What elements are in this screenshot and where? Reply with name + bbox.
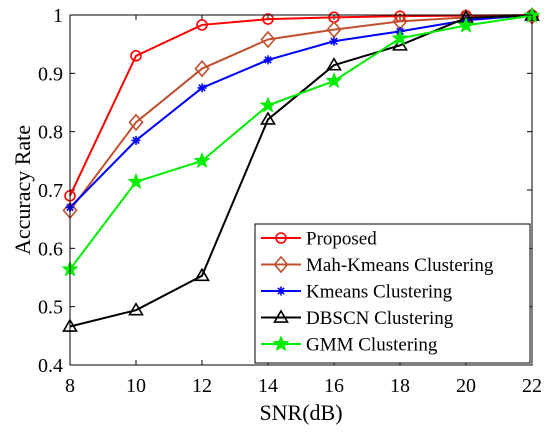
data-point-kmeans-clustering-10 <box>131 135 141 145</box>
legend-entry-dbscn-clustering: DBSCN Clustering <box>261 308 454 329</box>
legend-label-dbscn-clustering: DBSCN Clustering <box>306 308 454 329</box>
y-axis-label: Accuracy Rate <box>10 125 35 255</box>
axes: 8 10 12 14 16 18 20 22 0.4 0.5 0.6 0.7 0.8 0.9 1 <box>38 5 542 397</box>
x-tick-label-16: 16 <box>324 375 344 397</box>
data-point-kmeans-clustering-12 <box>197 83 207 93</box>
legend-entry-gmm-clustering: GMM Clustering <box>261 335 438 356</box>
legend-marker-mah-kmeans-clustering <box>273 255 289 274</box>
plot-frame <box>69 14 533 366</box>
y-tick-label-0.7: 0.7 <box>38 180 63 202</box>
legend: Proposed Mah-Kmeans Clustering Kmeans Clus… <box>254 223 531 364</box>
legend-marker-dbscn-clustering <box>273 309 289 323</box>
series-line-proposed <box>69 14 533 197</box>
legend-label-proposed: Proposed <box>306 229 377 250</box>
x-tick-label-22: 22 <box>522 375 542 397</box>
y-tick-label-0.9: 0.9 <box>38 63 63 85</box>
legend-entry-mah-kmeans-clustering: Mah-Kmeans Clustering <box>261 255 494 276</box>
data-point-gmm-clustering-16 <box>325 72 343 89</box>
y-tick-label-1: 1 <box>53 5 63 27</box>
y-tick-label-0.8: 0.8 <box>38 122 63 144</box>
data-point-gmm-clustering-18 <box>391 29 409 46</box>
x-axis-label: SNR(dB) <box>259 400 342 425</box>
data-point-gmm-clustering-20 <box>457 16 475 33</box>
x-tick-label-20: 20 <box>456 375 476 397</box>
data-point-kmeans-clustering-14 <box>263 55 273 65</box>
legend-label-gmm-clustering: GMM Clustering <box>306 335 438 356</box>
series-line-mah-kmeans-clustering <box>69 15 533 212</box>
legend-entry-kmeans-clustering: Kmeans Clustering <box>261 282 453 303</box>
x-tick-label-10: 10 <box>126 375 146 397</box>
y-tick-label-0.4: 0.4 <box>38 355 63 377</box>
x-tick-label-8: 8 <box>65 375 75 397</box>
data-point-gmm-clustering-14 <box>259 96 277 113</box>
data-point-proposed-12 <box>196 19 208 31</box>
data-point-proposed-10 <box>130 50 142 62</box>
data-point-gmm-clustering-10 <box>127 172 145 190</box>
data-point-dbscn-clustering-12 <box>194 267 210 282</box>
legend-marker-kmeans-clustering <box>276 286 286 296</box>
legend-box <box>254 223 531 364</box>
series-line-gmm-clustering <box>69 14 533 270</box>
data-point-kmeans-clustering-16 <box>329 36 339 46</box>
x-tick-label-12: 12 <box>192 375 212 397</box>
legend-label-kmeans-clustering: Kmeans Clustering <box>306 282 453 303</box>
data-point-dbscn-clustering-18 <box>392 37 408 51</box>
data-point-dbscn-clustering-16 <box>326 57 342 71</box>
data-point-proposed-14 <box>262 13 274 25</box>
x-tick-label-18: 18 <box>390 375 410 397</box>
legend-label-mah-kmeans-clustering: Mah-Kmeans Clustering <box>306 255 494 276</box>
y-tick-label-0.6: 0.6 <box>38 238 63 260</box>
data-point-mah-kmeans-clustering-10 <box>128 113 144 132</box>
y-tick-label-0.5: 0.5 <box>38 297 63 319</box>
data-point-dbscn-clustering-10 <box>128 302 144 316</box>
data-point-dbscn-clustering-14 <box>260 111 276 125</box>
legend-marker-proposed <box>275 232 287 244</box>
data-point-mah-kmeans-clustering-14 <box>260 30 276 49</box>
legend-entry-proposed: Proposed <box>261 229 377 250</box>
data-point-gmm-clustering-12 <box>193 151 211 169</box>
series-layer <box>61 6 541 332</box>
legend-marker-gmm-clustering <box>272 335 290 352</box>
x-tick-label-14: 14 <box>258 375 278 397</box>
data-point-mah-kmeans-clustering-12 <box>194 59 210 78</box>
